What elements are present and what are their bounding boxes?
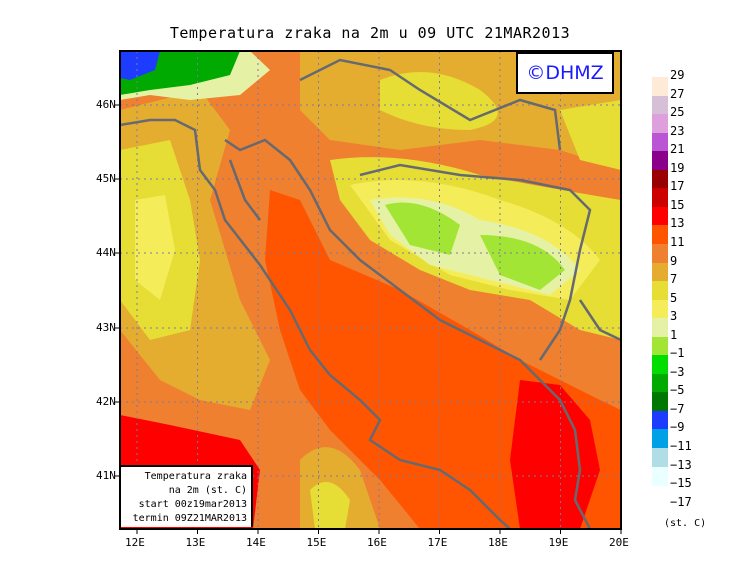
legend-swatch (652, 318, 668, 338)
y-axis-label: 46N (96, 98, 116, 111)
legend-label: 19 (670, 160, 685, 175)
legend-label: 29 (670, 68, 685, 82)
legend-label: 7 (670, 272, 678, 287)
field-5-7-east (560, 100, 621, 170)
legend-label: 23 (670, 123, 685, 138)
field-m1-1-west (385, 202, 460, 255)
x-axis-label: 13E (185, 536, 206, 549)
legend-label: 27 (670, 86, 685, 101)
legend-label: −11 (670, 439, 692, 453)
legend-swatch (652, 355, 668, 375)
legend-swatch (652, 373, 668, 393)
legend-label: −3 (670, 364, 685, 379)
x-axis-label: 14E (246, 536, 266, 549)
field-5-7-south (310, 482, 350, 529)
legend-label: 3 (670, 309, 678, 324)
legend-swatch (652, 95, 668, 115)
grid-lines (120, 51, 621, 529)
y-axis-label: 45N (96, 172, 116, 186)
info-line: termin 09Z21MAR2013 (132, 513, 247, 524)
x-axis-label: 16E (367, 536, 387, 549)
legend-swatch (652, 206, 668, 226)
x-axis-label: 15E (306, 536, 327, 549)
legend-swatch (652, 169, 668, 189)
y-axis-label: 41N (96, 469, 116, 482)
legend-label: −9 (670, 420, 685, 435)
legend-label: −1 (670, 346, 685, 361)
legend-label: 15 (670, 197, 685, 212)
x-axis-label: 17E (427, 536, 448, 549)
x-axis-label: 18E (488, 536, 508, 549)
map-frame (119, 50, 622, 530)
legend-label: 17 (670, 179, 685, 194)
field-3-5-italy (135, 195, 175, 300)
legend-swatch (652, 410, 668, 430)
legend-label: −5 (670, 383, 685, 398)
legend-swatch (652, 336, 668, 356)
legend-label: −13 (670, 457, 692, 472)
legend-unit: (st. C) (664, 518, 707, 529)
info-line: na 2m (st. C) (168, 485, 247, 496)
legend-swatch (652, 281, 668, 301)
x-axis-label: 19E (548, 536, 569, 549)
legend-label: 25 (670, 105, 685, 120)
legend-swatch (652, 188, 668, 208)
legend-swatch (652, 225, 668, 245)
legend-label: 9 (670, 253, 678, 268)
map-title: Temperatura zraka na 2m u 09 UTC 21MAR20… (169, 24, 571, 42)
x-axis-label: 20E (609, 536, 629, 549)
legend-label: −7 (670, 401, 685, 416)
legend-swatch (652, 132, 668, 152)
legend-swatch (652, 392, 668, 412)
legend-label: 13 (670, 216, 685, 231)
info-box: Temperatura zraka na 2m (st. C) start 00… (121, 465, 253, 527)
legend-label: 11 (670, 234, 685, 249)
dhmz-logo: ©DHMZ (516, 52, 614, 94)
x-axis-label: 12E (125, 536, 145, 549)
legend-label: 5 (670, 290, 678, 305)
axis-ticks (115, 104, 622, 534)
y-axis-label: 43N (96, 320, 116, 334)
legend-swatch (652, 466, 668, 486)
legend-swatch (652, 429, 668, 449)
field-m1-1-east (480, 235, 565, 290)
legend-label: −15 (670, 476, 692, 491)
legend-label: 21 (670, 142, 685, 157)
legend-swatch (652, 262, 668, 282)
legend-swatch (652, 77, 668, 96)
legend-swatch (652, 243, 668, 263)
legend-swatch (652, 114, 668, 134)
info-line: start 00z19mar2013 (138, 499, 247, 510)
info-line: Temperatura zraka (144, 471, 247, 482)
legend-swatch (652, 299, 668, 319)
field-m9-m7-alps (120, 51, 160, 80)
legend-label: −17 (670, 494, 692, 509)
legend-label: 1 (670, 327, 678, 342)
y-axis-label: 44N (96, 246, 116, 260)
y-axis-label: 42N (96, 394, 116, 408)
legend-swatch (652, 151, 668, 171)
coastlines (120, 58, 621, 529)
legend-swatch (652, 448, 668, 467)
